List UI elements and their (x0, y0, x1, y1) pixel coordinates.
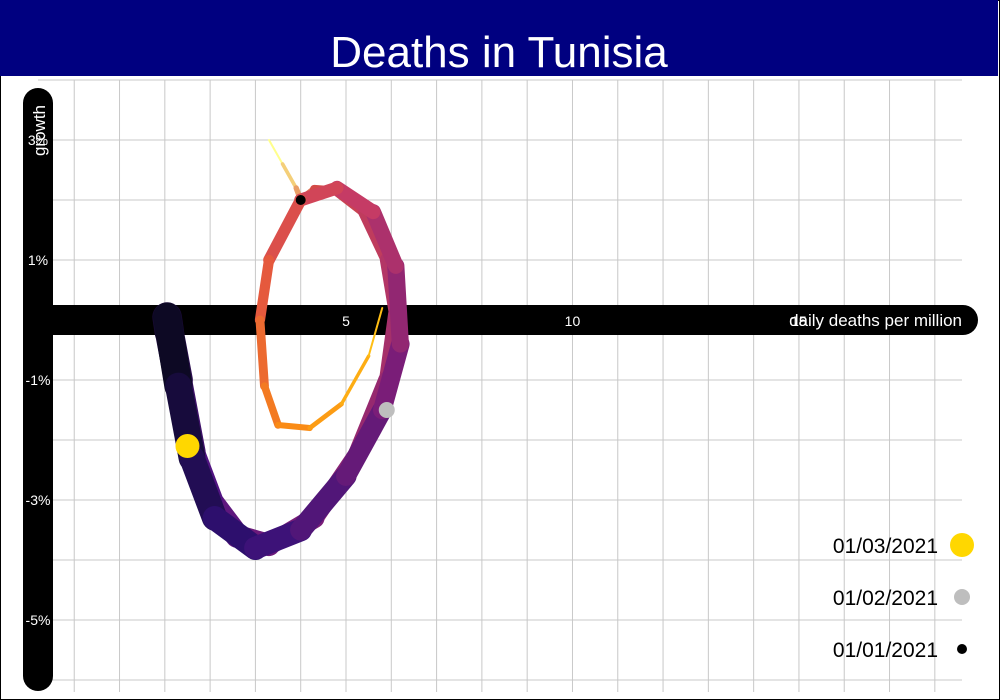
x-tick-label: 5 (342, 313, 350, 329)
trail-segment (307, 401, 344, 431)
y-axis-title: growth (30, 105, 49, 156)
y-tick-label: 3% (28, 132, 48, 148)
tick-labels: 5 10 15 3% 1% -1% -3% -5% (26, 132, 807, 628)
trail-segment (280, 162, 299, 190)
trail-segment (254, 254, 275, 326)
legend-marker (950, 533, 974, 557)
trail-segment (260, 382, 282, 429)
trail-segment (372, 334, 410, 420)
legend-label: 01/01/2021 (833, 639, 938, 662)
trail-segment (339, 354, 371, 406)
y-tick-label: -3% (26, 492, 51, 508)
trail-segment (367, 307, 384, 357)
trail-segment (336, 400, 393, 486)
legend: 01/03/2021 01/02/2021 01/01/2021 (833, 533, 974, 662)
axes: daily deaths per million growth (23, 88, 978, 691)
y-tick-label: -1% (26, 372, 51, 388)
data-trail (152, 139, 410, 561)
date-marker-01-02-2021 (378, 402, 395, 418)
trail-segment (290, 465, 357, 541)
trail-segment (294, 181, 344, 207)
trail-segment (274, 421, 313, 432)
y-tick-label: -5% (26, 612, 51, 628)
legend-marker (954, 589, 970, 605)
legend-marker (957, 644, 967, 654)
trail-segment (255, 315, 269, 391)
trail-segment (263, 194, 307, 266)
date-marker-01-01-2021 (295, 195, 306, 205)
grid-lines (38, 79, 962, 692)
legend-label: 01/03/2021 (833, 535, 938, 558)
page-title: Deaths in Tunisia (330, 28, 668, 77)
x-tick-label: 15 (791, 313, 807, 329)
date-marker-01-03-2021 (175, 434, 200, 458)
title-banner: Deaths in Tunisia (0, 0, 998, 77)
trail-segment (268, 139, 284, 165)
x-axis-title: daily deaths per million (789, 311, 962, 330)
x-tick-label: 10 (565, 313, 581, 329)
y-tick-label: 1% (28, 252, 48, 268)
date-markers (175, 195, 395, 458)
trail-segment (329, 180, 381, 220)
trail-segment (365, 204, 404, 274)
legend-label: 01/02/2021 (833, 587, 938, 610)
trail-segment (387, 257, 409, 353)
